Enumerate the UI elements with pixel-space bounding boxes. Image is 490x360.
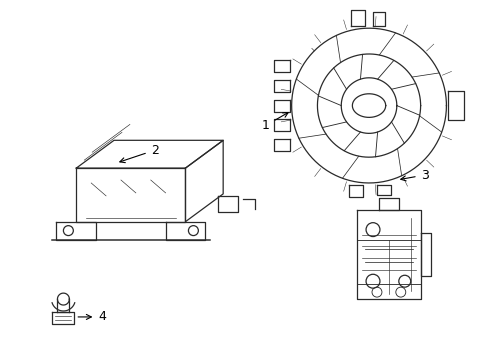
Text: 4: 4 bbox=[78, 310, 106, 323]
Text: 1: 1 bbox=[262, 113, 288, 132]
Text: 3: 3 bbox=[401, 168, 429, 181]
Text: 2: 2 bbox=[120, 144, 159, 163]
